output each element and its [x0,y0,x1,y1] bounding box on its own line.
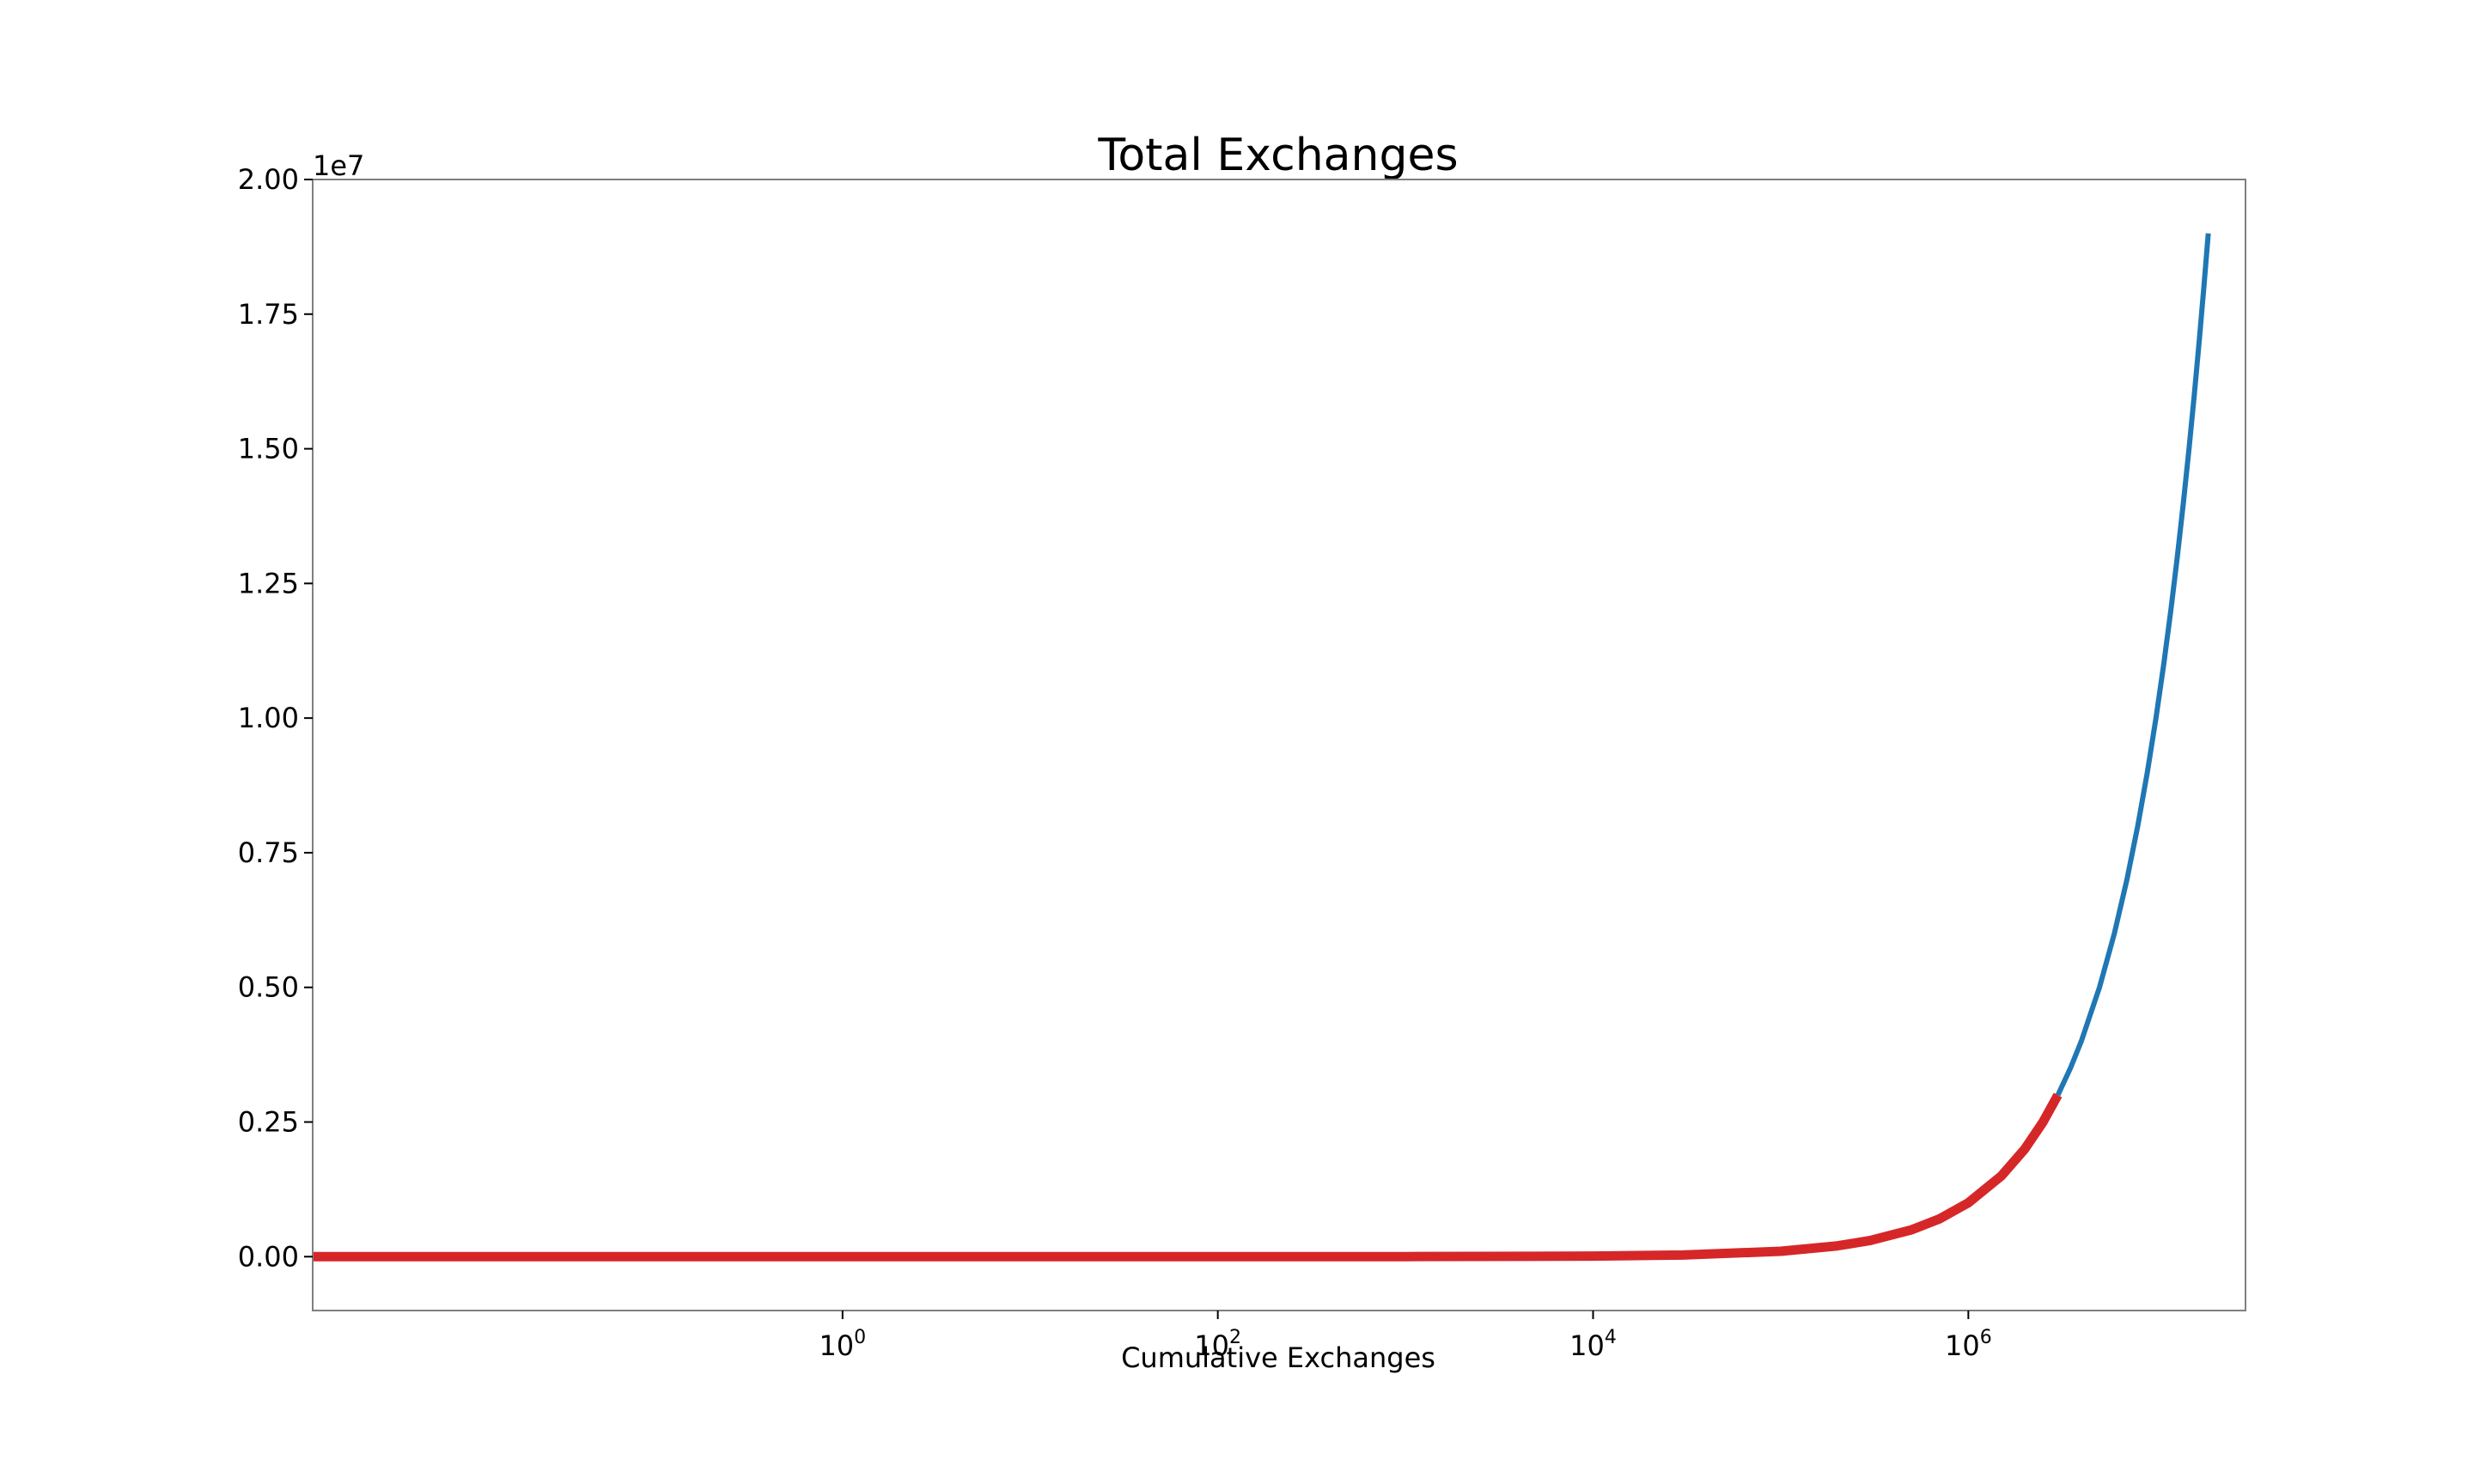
x-axis-label: Cumulative Exchanges [1121,1341,1435,1374]
y-tick-label: 1.50 [238,433,299,465]
x-tick-label: 106 [1945,1327,1992,1362]
y-tick-label: 2.00 [238,163,299,196]
y-tick-label: 1.25 [238,567,299,599]
x-axis: 100 102 104 106 [819,1311,1992,1362]
x-tick-label: 104 [1569,1327,1617,1362]
chart-title: Total Exchanges [1097,130,1458,181]
y-tick-label: 0.25 [238,1106,299,1139]
y-tick-label: 0.75 [238,836,299,869]
series-layer [313,233,2211,1262]
y-axis: 0.00 0.25 0.50 0.75 1.00 1.25 1.50 1.75 2.00 [238,163,313,1273]
series-line-1 [2055,233,2211,1097]
x-tick-label: 102 [1194,1327,1241,1362]
y-tick-label: 1.00 [238,702,299,734]
x-tick-label: 100 [819,1327,866,1362]
series-line-2 [313,1092,2063,1262]
y-tick-label: 1.75 [238,298,299,331]
y-offset-label: 1e7 [313,149,364,182]
y-tick-label: 0.00 [238,1240,299,1273]
y-tick-label: 0.50 [238,971,299,1004]
plot-frame [312,179,2246,1311]
